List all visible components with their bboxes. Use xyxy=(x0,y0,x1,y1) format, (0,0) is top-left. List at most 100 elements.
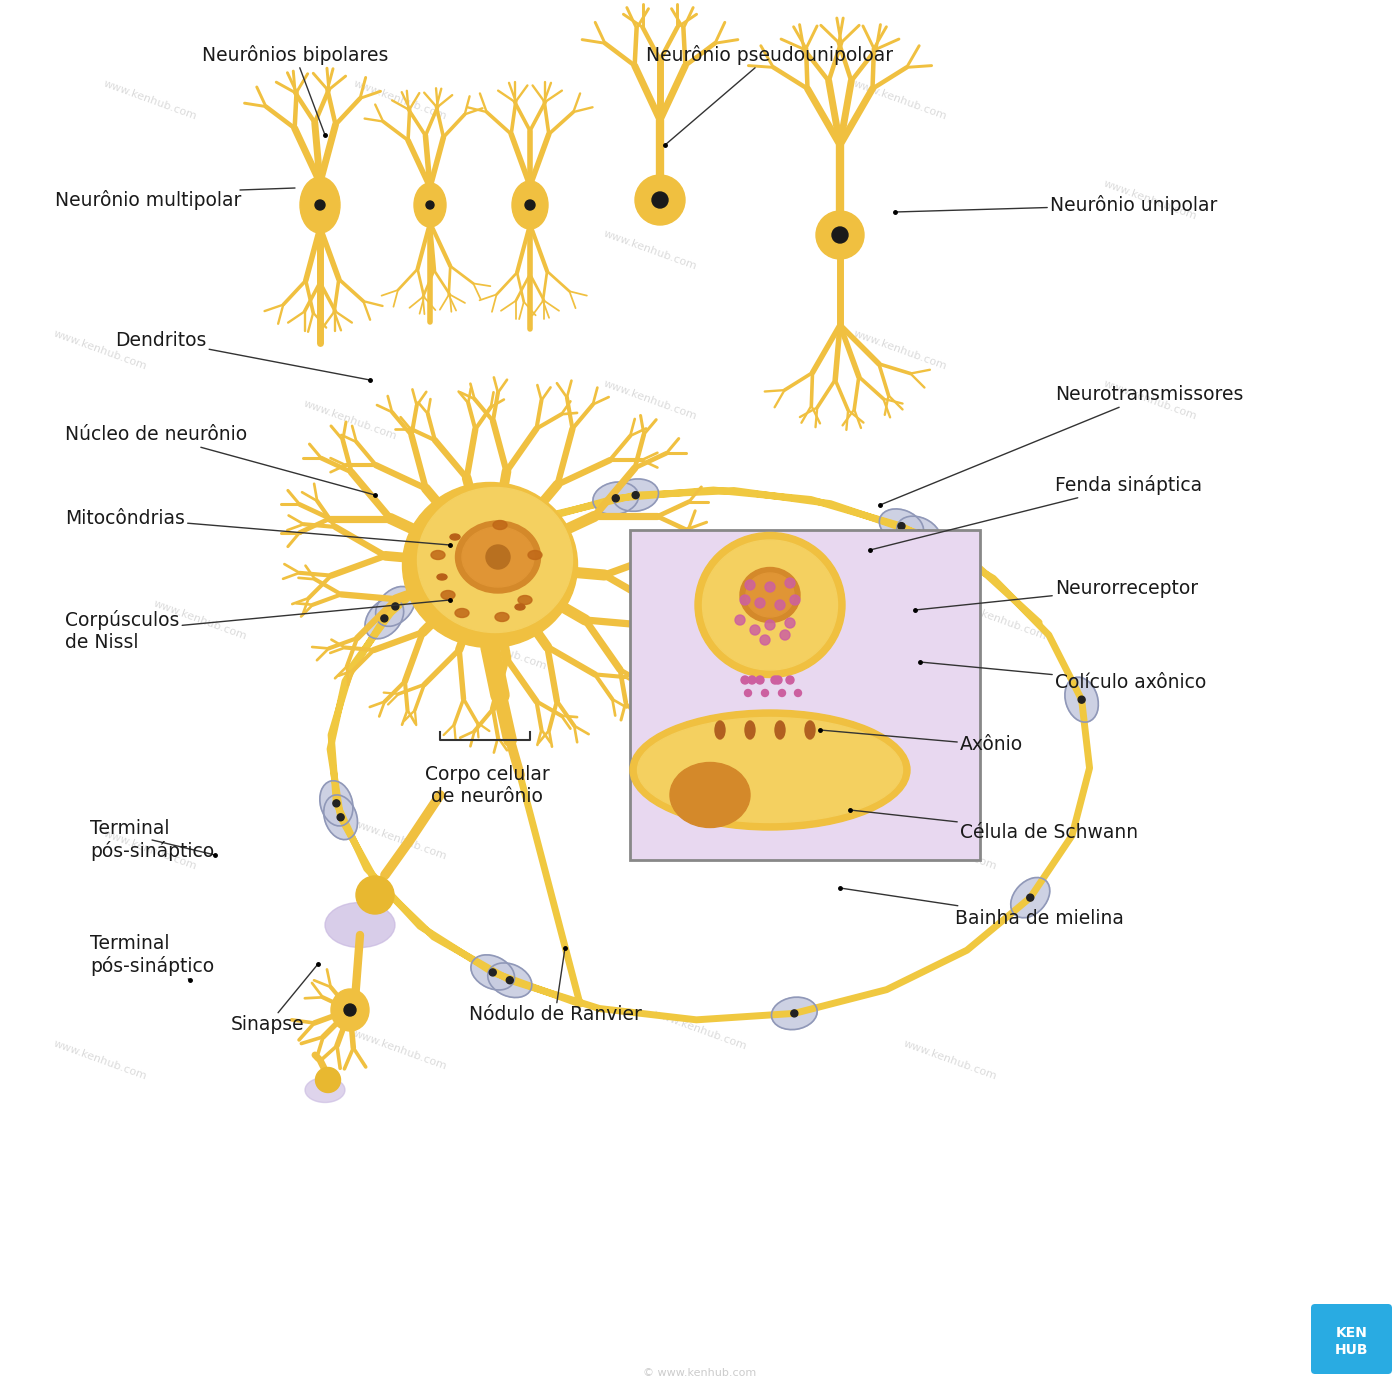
Ellipse shape xyxy=(1011,878,1050,918)
Circle shape xyxy=(755,598,764,608)
Ellipse shape xyxy=(323,795,357,840)
Ellipse shape xyxy=(703,540,837,671)
Text: www.kenhub.com: www.kenhub.com xyxy=(151,598,248,641)
Text: KEN: KEN xyxy=(1336,1326,1368,1340)
Ellipse shape xyxy=(515,603,525,610)
Circle shape xyxy=(774,676,783,685)
Circle shape xyxy=(612,494,619,501)
Ellipse shape xyxy=(300,176,340,232)
Circle shape xyxy=(1026,895,1033,902)
Ellipse shape xyxy=(613,479,658,511)
Ellipse shape xyxy=(879,510,924,543)
Ellipse shape xyxy=(630,710,910,830)
Circle shape xyxy=(486,545,510,568)
Ellipse shape xyxy=(671,763,750,827)
Ellipse shape xyxy=(493,521,507,529)
Text: HUB: HUB xyxy=(1336,1343,1369,1357)
Text: www.kenhub.com: www.kenhub.com xyxy=(52,329,148,371)
Ellipse shape xyxy=(694,532,846,678)
Text: www.kenhub.com: www.kenhub.com xyxy=(652,1008,748,1051)
Text: www.kenhub.com: www.kenhub.com xyxy=(102,78,199,122)
Text: www.kenhub.com: www.kenhub.com xyxy=(302,399,398,441)
Circle shape xyxy=(791,1009,798,1016)
Circle shape xyxy=(392,603,399,610)
Circle shape xyxy=(633,491,640,498)
Circle shape xyxy=(916,531,923,538)
Ellipse shape xyxy=(741,567,799,623)
Text: www.kenhub.com: www.kenhub.com xyxy=(602,228,699,272)
Text: www.kenhub.com: www.kenhub.com xyxy=(851,78,948,122)
Text: Neurônios bipolares: Neurônios bipolares xyxy=(202,45,388,134)
Circle shape xyxy=(315,200,325,210)
Ellipse shape xyxy=(330,988,370,1030)
Ellipse shape xyxy=(305,1078,344,1103)
Circle shape xyxy=(741,676,749,685)
Ellipse shape xyxy=(746,573,794,617)
Circle shape xyxy=(785,676,794,685)
Ellipse shape xyxy=(487,963,532,998)
Circle shape xyxy=(337,813,344,820)
Circle shape xyxy=(381,615,388,622)
Ellipse shape xyxy=(441,591,455,599)
Circle shape xyxy=(760,636,770,645)
Circle shape xyxy=(795,690,801,697)
Ellipse shape xyxy=(897,517,941,552)
Ellipse shape xyxy=(470,955,515,990)
Text: www.kenhub.com: www.kenhub.com xyxy=(452,629,549,672)
Ellipse shape xyxy=(771,997,818,1029)
Text: Núcleo de neurônio: Núcleo de neurônio xyxy=(64,426,375,496)
Circle shape xyxy=(1078,696,1085,703)
Ellipse shape xyxy=(636,175,685,225)
Ellipse shape xyxy=(319,781,353,826)
Circle shape xyxy=(525,200,535,210)
Text: Fenda sináptica: Fenda sináptica xyxy=(869,475,1203,550)
Ellipse shape xyxy=(455,609,469,617)
Text: www.kenhub.com: www.kenhub.com xyxy=(602,378,699,421)
Circle shape xyxy=(333,799,340,806)
Text: Neurotransmissores: Neurotransmissores xyxy=(881,385,1243,505)
Ellipse shape xyxy=(325,903,395,948)
Ellipse shape xyxy=(417,487,573,633)
Text: Bainha de mielina: Bainha de mielina xyxy=(840,888,1124,927)
Text: www.kenhub.com: www.kenhub.com xyxy=(351,819,448,861)
Circle shape xyxy=(489,969,496,976)
Circle shape xyxy=(748,676,756,685)
Text: Terminal
pós-sináptico: Terminal pós-sináptico xyxy=(90,934,214,980)
Ellipse shape xyxy=(637,717,903,823)
Ellipse shape xyxy=(455,521,540,594)
Text: www.kenhub.com: www.kenhub.com xyxy=(52,1039,148,1082)
Circle shape xyxy=(762,690,769,697)
Circle shape xyxy=(790,595,799,605)
Text: www.kenhub.com: www.kenhub.com xyxy=(1102,378,1198,421)
Circle shape xyxy=(771,676,778,685)
Circle shape xyxy=(426,202,434,209)
Text: Dendritos: Dendritos xyxy=(115,330,370,379)
Circle shape xyxy=(785,578,795,588)
Ellipse shape xyxy=(414,183,447,227)
Circle shape xyxy=(652,192,668,209)
Circle shape xyxy=(344,1004,356,1016)
Ellipse shape xyxy=(449,533,461,540)
Circle shape xyxy=(832,227,848,244)
Ellipse shape xyxy=(518,595,532,605)
Text: Neurorreceptor: Neurorreceptor xyxy=(916,578,1198,610)
Circle shape xyxy=(745,580,755,589)
Text: Neurônio unipolar: Neurônio unipolar xyxy=(895,195,1218,216)
Ellipse shape xyxy=(462,526,533,587)
Text: www.kenhub.com: www.kenhub.com xyxy=(902,1039,998,1082)
Ellipse shape xyxy=(528,550,542,560)
Circle shape xyxy=(735,615,745,624)
Circle shape xyxy=(776,601,785,610)
Circle shape xyxy=(778,690,785,697)
Circle shape xyxy=(756,676,764,685)
Text: Corpúsculos
de Nissl: Corpúsculos de Nissl xyxy=(64,601,449,652)
Ellipse shape xyxy=(365,598,403,638)
Text: Mitocôndrias: Mitocôndrias xyxy=(64,508,449,545)
Ellipse shape xyxy=(356,876,393,914)
Bar xyxy=(630,531,980,860)
Text: www.kenhub.com: www.kenhub.com xyxy=(351,78,448,122)
Ellipse shape xyxy=(375,587,414,626)
Text: www.kenhub.com: www.kenhub.com xyxy=(902,829,998,872)
Circle shape xyxy=(785,617,795,629)
Ellipse shape xyxy=(315,1067,340,1092)
